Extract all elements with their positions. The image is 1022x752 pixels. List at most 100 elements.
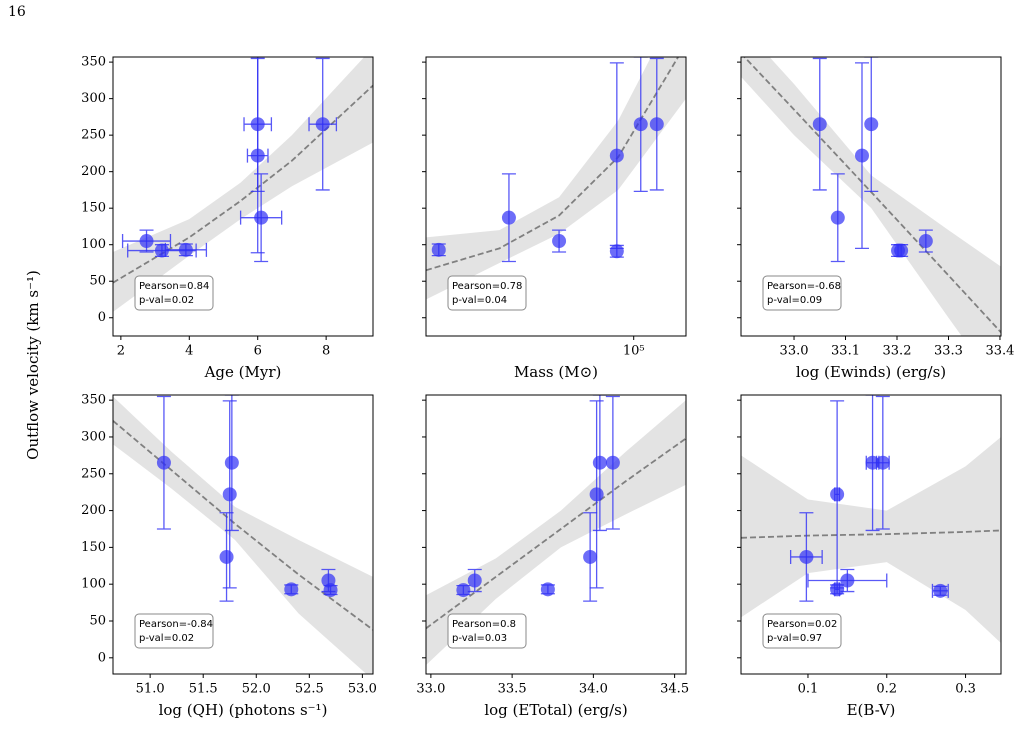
data-point xyxy=(583,549,598,564)
annotation: Pearson=0.84 xyxy=(139,281,209,292)
points xyxy=(431,57,664,263)
fit-line xyxy=(741,529,1001,539)
data-point xyxy=(552,234,567,249)
points xyxy=(456,395,620,602)
annotation: p-val=0.02 xyxy=(139,295,194,306)
page-number: 16 xyxy=(8,4,26,20)
axes-frame xyxy=(740,394,1002,675)
data-point xyxy=(609,148,624,163)
data-point xyxy=(250,148,265,163)
y-tick-label: 100 xyxy=(81,237,106,252)
x-tick-label: 0.3 xyxy=(955,682,976,697)
data-point xyxy=(875,455,890,470)
annotation: p-val=0.03 xyxy=(452,633,507,644)
annotation: p-val=0.02 xyxy=(139,633,194,644)
x-tick-label: 51.5 xyxy=(189,682,218,697)
y-tick-label: 350 xyxy=(81,55,106,70)
data-point xyxy=(222,487,237,502)
x-axis-label: Mass (M⊙) xyxy=(514,363,598,381)
x-tick-label: 33.3 xyxy=(934,344,963,359)
annotation-box xyxy=(134,613,214,649)
fit-layer xyxy=(741,57,1001,336)
annotation: Pearson=-0.68 xyxy=(767,281,841,292)
axes-frame xyxy=(112,56,374,337)
x-tick-label: 33.0 xyxy=(416,682,445,697)
panel: 0.1 0.2 0.3 E(B-V) Pearson=0.02 p-val=0.97 xyxy=(737,394,1002,719)
data-point xyxy=(830,582,845,597)
y-tick-label: 100 xyxy=(81,577,106,592)
data-point xyxy=(540,582,555,597)
data-point xyxy=(467,573,482,588)
x-axis-label: log (ETotal) (erg/s) xyxy=(484,701,627,719)
fit-line xyxy=(743,57,1001,333)
data-point xyxy=(840,573,855,588)
data-point xyxy=(501,210,516,225)
annotation: Pearson=0.8 xyxy=(452,619,516,630)
x-tick-label: 0.1 xyxy=(798,682,819,697)
fit-layer xyxy=(113,396,373,674)
data-point xyxy=(918,234,933,249)
x-tick-label: 51.0 xyxy=(136,682,165,697)
data-point xyxy=(139,234,154,249)
x-axis-label: log (QH) (photons s⁻¹) xyxy=(159,701,328,719)
x-tick-label: 52.5 xyxy=(295,682,324,697)
data-point xyxy=(812,117,827,132)
data-point xyxy=(178,242,193,257)
x-tick-label: 33.4 xyxy=(985,344,1014,359)
y-tick-label: 300 xyxy=(81,91,106,106)
data-point xyxy=(830,210,845,225)
annotation: Pearson=0.02 xyxy=(767,619,837,630)
x-tick-label: 6 xyxy=(254,344,262,359)
annotation-box xyxy=(134,275,214,311)
annotation-box xyxy=(762,613,842,649)
x-axis-label: log (Ewinds) (erg/s) xyxy=(796,363,946,381)
data-point xyxy=(154,243,169,258)
y-tick-label: 150 xyxy=(81,540,106,555)
y-tick-label: 0 xyxy=(98,650,106,665)
x-tick-label: 34.0 xyxy=(579,682,608,697)
annotation: p-val=0.09 xyxy=(767,295,822,306)
data-point xyxy=(431,242,446,257)
data-point xyxy=(894,243,909,258)
annotation: Pearson=0.78 xyxy=(452,281,522,292)
fit-layer xyxy=(113,57,373,312)
annotation: Pearson=-0.84 xyxy=(139,619,213,630)
confidence-band xyxy=(426,57,686,300)
annotation-box xyxy=(762,275,842,311)
y-tick-label: 150 xyxy=(81,201,106,216)
data-point xyxy=(589,487,604,502)
confidence-band xyxy=(113,57,373,312)
annotation: p-val=0.97 xyxy=(767,633,822,644)
x-tick-label: 33.1 xyxy=(831,344,860,359)
fit-layer xyxy=(426,400,686,666)
x-tick-label: 53.0 xyxy=(348,682,377,697)
y-tick-label: 300 xyxy=(81,429,106,444)
data-point xyxy=(156,455,171,470)
x-tick-label: 10⁵ xyxy=(623,344,645,359)
x-tick-label: 33.5 xyxy=(498,682,527,697)
data-point xyxy=(933,583,948,598)
data-point xyxy=(592,455,607,470)
y-tick-label: 250 xyxy=(81,128,106,143)
data-point xyxy=(323,583,338,598)
axes-frame xyxy=(112,394,374,675)
confidence-band xyxy=(426,400,686,666)
data-point xyxy=(799,549,814,564)
x-tick-label: 2 xyxy=(117,344,125,359)
y-tick-label: 350 xyxy=(81,393,106,408)
y-tick-label: 200 xyxy=(81,164,106,179)
x-tick-label: 33.2 xyxy=(883,344,912,359)
data-point xyxy=(605,455,620,470)
axes-frame xyxy=(740,56,1002,337)
annotation-box xyxy=(447,275,527,311)
data-point xyxy=(315,117,330,132)
x-tick-label: 8 xyxy=(322,344,330,359)
axes-frame xyxy=(425,56,687,337)
y-axis-label: Outflow velocity (km s⁻¹) xyxy=(24,270,42,460)
fit-layer xyxy=(426,57,686,300)
data-point xyxy=(830,487,845,502)
panel: 10⁵ Mass (M⊙) Pearson=0.78 p-val=0.04 xyxy=(422,56,687,381)
data-point xyxy=(864,117,879,132)
annotation: p-val=0.04 xyxy=(452,295,507,306)
